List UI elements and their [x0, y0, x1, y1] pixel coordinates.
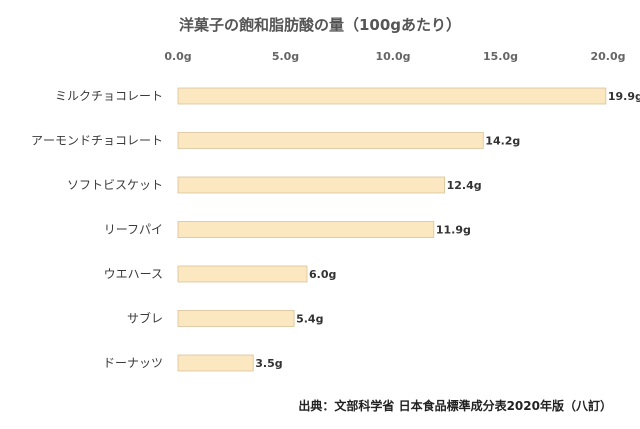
bar: [177, 221, 435, 238]
value-label: 14.2g: [485, 135, 520, 148]
bar: [177, 354, 254, 372]
x-tick-label: 5.0g: [272, 50, 299, 63]
category-label: リーフパイ: [104, 223, 163, 237]
bar: [177, 176, 446, 194]
category-label: ミルクチョコレート: [55, 89, 163, 103]
value-label: 19.9g: [608, 90, 640, 103]
category-label: サブレ: [127, 311, 163, 326]
bar: [177, 87, 607, 105]
value-label: 11.9g: [436, 224, 471, 237]
source-note: 出典：文部科学省 日本食品標準成分表2020年版（八訂）: [298, 399, 612, 413]
value-label: 6.0g: [309, 268, 336, 281]
chart-title: 洋菓子の飽和脂肪酸の量（100gあたり）: [178, 16, 462, 34]
x-tick-label: 10.0g: [375, 50, 410, 63]
bar: [177, 265, 308, 283]
category-label: ウエハース: [104, 267, 163, 281]
value-label: 5.4g: [296, 313, 323, 326]
bar: [177, 310, 295, 327]
category-label: アーモンドチョコレート: [31, 134, 163, 148]
bar: [177, 132, 484, 149]
x-tick-label: 0.0g: [164, 50, 191, 63]
x-tick-label: 20.0g: [590, 50, 625, 63]
category-label: ドーナッツ: [103, 356, 163, 370]
category-label: ソフトビスケット: [67, 178, 163, 192]
x-tick-label: 15.0g: [483, 50, 518, 63]
value-label: 12.4g: [447, 179, 482, 192]
value-label: 3.5g: [255, 357, 282, 370]
